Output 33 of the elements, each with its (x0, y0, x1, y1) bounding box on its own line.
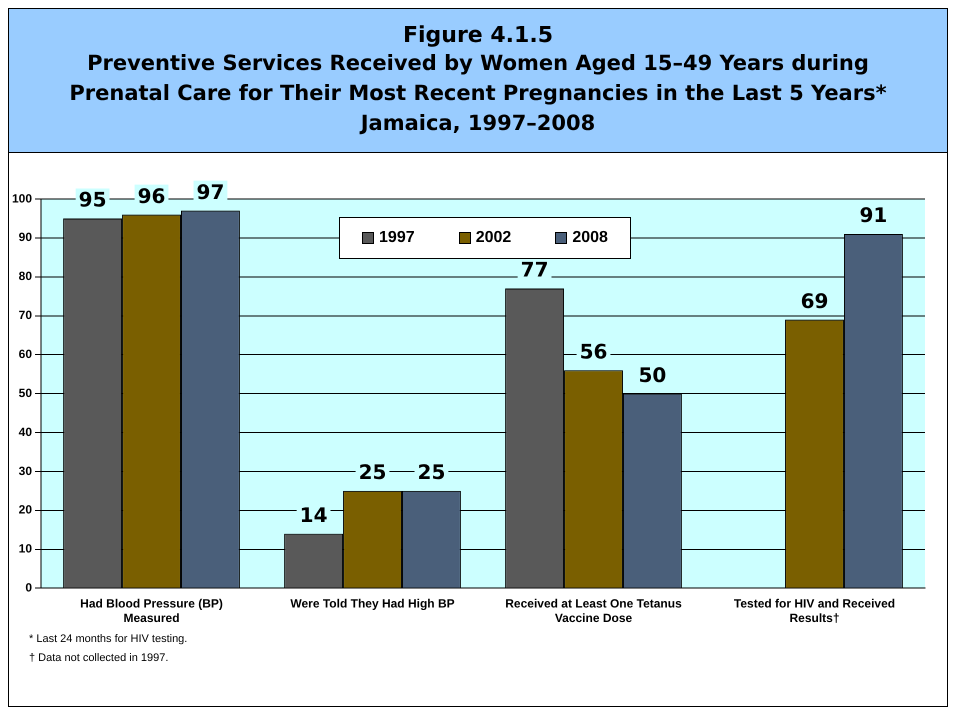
chart-title: Figure 4.1.5 (402, 23, 554, 48)
data-label: 50 (638, 362, 666, 387)
text: * Last 24 months for HIV testing. (29, 633, 188, 645)
y-tick-label: 0 (25, 580, 32, 595)
x-tick-label: Received at Least One Tetanus Vaccine Dose (505, 596, 682, 626)
data-label: 14 (300, 502, 328, 527)
y-tick-label: 30 (18, 464, 32, 478)
y-tick-label: 60 (18, 346, 32, 361)
data-label: 25 (418, 460, 446, 484)
text: † Data not collected in 1997. (29, 652, 170, 664)
y-tick-label: 100 (12, 191, 32, 206)
data-label: 97 (196, 180, 224, 204)
data-label: 69 (800, 288, 828, 313)
y-tick-label: 50 (18, 386, 32, 400)
data-label: 91 (860, 203, 888, 228)
x-tick-label: Had Blood Pressure (BP) Measured (80, 596, 223, 626)
data-label: 77 (520, 258, 548, 282)
data-label: 25 (358, 460, 386, 484)
y-tick-label: 80 (18, 269, 32, 284)
data-label: 95 (78, 188, 107, 212)
y-tick-label: 40 (18, 424, 32, 439)
y-tick-label: 10 (18, 542, 32, 556)
x-tick-label: Tested for HIV and Received Results† (734, 596, 896, 626)
chart-subtitle: Preventive Services Received by Women Aged 15–49 Years during Prenatal Care for Their Most Recent Pregnancies in the Last 5 Years* Jamaica, 1997–2008 (68, 50, 888, 137)
y-tick-label: 70 (18, 308, 32, 322)
x-tick-label: Were Told They Had High BP (290, 596, 455, 611)
legend-label: 1997 (378, 229, 415, 247)
y-tick-label: 90 (18, 230, 32, 244)
y-tick-label: 20 (18, 502, 32, 517)
legend-label: 2002 (474, 229, 512, 247)
data-label: 96 (138, 184, 166, 208)
legend-label: 2008 (571, 229, 608, 247)
data-label: 56 (580, 339, 608, 364)
